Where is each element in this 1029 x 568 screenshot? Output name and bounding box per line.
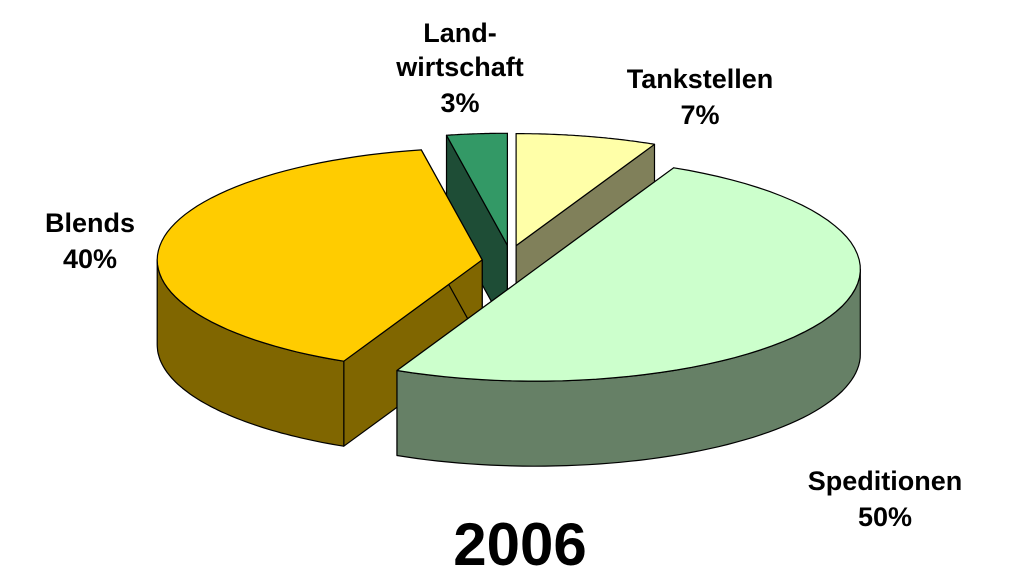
chart-title: 2006 <box>453 511 586 568</box>
slice-value-label: 40% <box>63 244 117 274</box>
slice-label: Tankstellen <box>627 64 774 94</box>
slice-label: Speditionen <box>808 466 963 496</box>
slice <box>156 149 483 362</box>
slice-value-label: 3% <box>440 88 479 118</box>
pie <box>156 132 861 467</box>
slice <box>515 133 656 247</box>
slice-label: Blends <box>45 208 135 238</box>
slice-value-label: 7% <box>680 100 719 130</box>
slice-value-label: 50% <box>858 502 912 532</box>
slice <box>445 132 508 246</box>
slice-label: Land-wirtschaft <box>395 18 524 82</box>
slice <box>396 167 861 382</box>
